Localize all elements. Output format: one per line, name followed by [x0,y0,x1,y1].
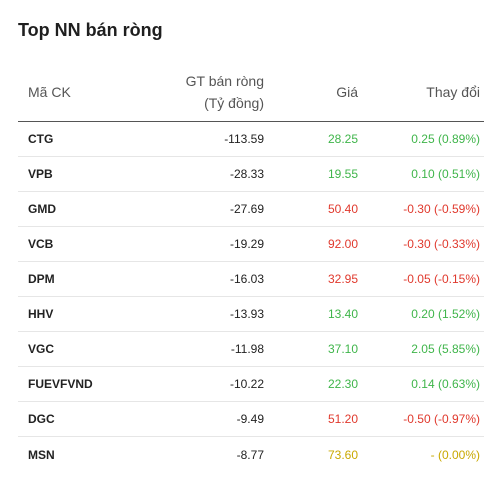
net-sell-value: -113.59 [224,132,264,146]
price: 51.20 [327,412,358,426]
header-value: GT bán ròng (Tỷ đồng) [138,70,264,114]
price: 22.30 [327,377,358,391]
net-sell-value: -8.77 [236,447,264,462]
page-title: Top NN bán ròng [18,20,163,40]
change: -0.30 (-0.59%) [403,202,480,216]
table-header: Mã CK GT bán ròng (Tỷ đồng) Giá Thay đổi [18,62,484,122]
table-row[interactable]: DPM -16.03 32.95 -0.05 (-0.15%) [18,262,484,297]
stock-code[interactable]: GMD [28,202,56,216]
net-sell-value: -27.69 [229,202,264,216]
price: 37.10 [327,342,358,356]
change: 2.05 (5.85%) [411,342,480,356]
stock-code[interactable]: VCB [28,237,54,251]
stock-code[interactable]: VPB [28,167,53,181]
net-selling-table: Mã CK GT bán ròng (Tỷ đồng) Giá Thay đổi… [18,62,484,472]
table-row[interactable]: CTG -113.59 28.25 0.25 (0.89%) [18,122,484,157]
price: 73.60 [327,447,358,462]
stock-code[interactable]: MSN [28,447,55,462]
table-row[interactable]: VCB -19.29 92.00 -0.30 (-0.33%) [18,227,484,262]
price: 50.40 [327,202,358,216]
change: -0.30 (-0.33%) [403,237,480,251]
price: 13.40 [327,307,358,321]
price: 19.55 [327,167,358,181]
table-row[interactable]: VGC -11.98 37.10 2.05 (5.85%) [18,332,484,367]
net-sell-value: -13.93 [229,307,264,321]
table-row[interactable]: VPB -28.33 19.55 0.10 (0.51%) [18,157,484,192]
header-code: Mã CK [28,83,71,100]
change: -0.05 (-0.15%) [403,272,480,286]
stock-code[interactable]: VGC [28,342,55,356]
table-row[interactable]: FUEVFVND -10.22 22.30 0.14 (0.63%) [18,367,484,402]
header-change: Thay đổi [426,83,480,100]
change: 0.20 (1.52%) [411,307,480,321]
price: 92.00 [327,237,358,251]
table-row[interactable]: GMD -27.69 50.40 -0.30 (-0.59%) [18,192,484,227]
price: 28.25 [327,132,358,146]
stock-code[interactable]: CTG [28,132,54,146]
net-sell-value: -11.98 [230,342,264,356]
stock-code[interactable]: DGC [28,412,55,426]
change: -0.50 (-0.97%) [403,412,480,426]
change: 0.14 (0.63%) [411,377,480,391]
change: 0.25 (0.89%) [411,132,480,146]
stock-code[interactable]: DPM [28,272,55,286]
table-row[interactable]: HHV -13.93 13.40 0.20 (1.52%) [18,297,484,332]
table-row[interactable]: DGC -9.49 51.20 -0.50 (-0.97%) [18,402,484,437]
table-row[interactable]: MSN -8.77 73.60 - (0.00%) [18,437,484,472]
stock-code[interactable]: FUEVFVND [28,377,93,391]
header-value-line2: (Tỷ đồng) [204,94,264,111]
price: 32.95 [327,272,358,286]
change: 0.10 (0.51%) [411,167,480,181]
header-price: Giá [336,83,358,100]
net-sell-value: -9.49 [236,412,264,426]
table-body: CTG -113.59 28.25 0.25 (0.89%) VPB -28.3… [18,122,484,472]
net-sell-value: -16.03 [229,272,264,286]
change: - (0.00%) [430,447,480,462]
net-sell-value: -10.22 [229,377,264,391]
net-sell-value: -28.33 [229,167,264,181]
stock-code[interactable]: HHV [28,307,54,321]
net-sell-value: -19.29 [229,237,264,251]
header-value-line1: GT bán ròng [185,72,264,89]
